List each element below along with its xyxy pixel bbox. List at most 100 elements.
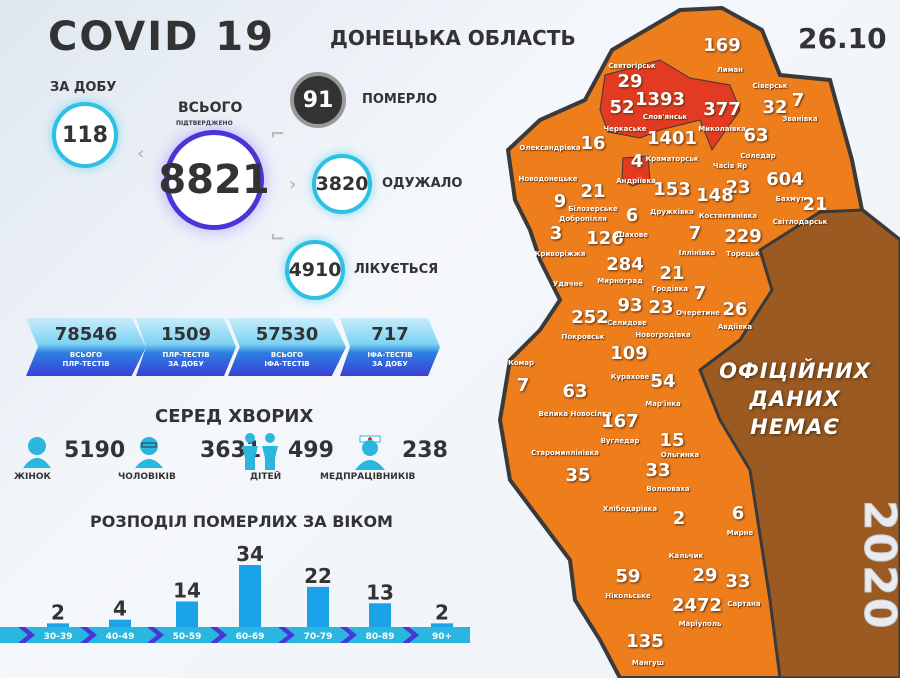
daily-label: ЗА ДОБУ [50, 80, 117, 95]
year-watermark: 2020 [854, 500, 900, 631]
bar-value-label: 13 [366, 580, 394, 604]
district-name: Добропілля [559, 215, 607, 223]
among-sick-title: СЕРЕД ХВОРИХ [155, 406, 314, 427]
region-title: ДОНЕЦЬКА ОБЛАСТЬ [330, 26, 576, 50]
district-value: 109 [610, 343, 648, 364]
chevron-right-icon: › [289, 174, 297, 195]
district-name: Волноваха [646, 485, 690, 493]
children-icon [242, 433, 278, 470]
district-name: Хлібодарівка [602, 505, 658, 513]
group-children: 499 ДІТЕЙ [238, 430, 338, 482]
chevron-left-icon: ‹ [137, 143, 145, 164]
district-value: 377 [703, 99, 741, 120]
district-value: 167 [601, 411, 639, 432]
region-map [497, 5, 900, 678]
age-tick-label: 70-79 [304, 632, 333, 642]
district-name: Дружківка [650, 208, 694, 216]
district-name: Костянтинівка [698, 212, 758, 220]
district-value: 6 [731, 503, 745, 524]
district-name: Миколаївка [698, 125, 746, 133]
district-name: Авдіївка [717, 323, 753, 331]
district-value: 52 [609, 97, 635, 118]
district-value: 63 [562, 381, 588, 402]
district-value: 169 [703, 35, 741, 56]
district-name: Лиман [716, 66, 744, 74]
district-name: Іллінівка [678, 249, 716, 257]
bar-value-label: 34 [236, 542, 264, 566]
district-value: 21 [802, 194, 828, 215]
district-name: Криворіжжя [534, 250, 586, 258]
district-value: 9 [553, 191, 567, 212]
district-name: Староминлінівка [531, 449, 599, 457]
district-value: 153 [653, 179, 691, 200]
total-value: 8821 [158, 130, 270, 230]
district-name: Покровськ [561, 333, 605, 341]
district-value: 7 [516, 375, 530, 396]
bar-70-79 [307, 586, 329, 627]
ribbon-chevron-icon [18, 627, 35, 643]
treated-label: ЛІКУЄТЬСЯ [354, 262, 439, 277]
age-chart-title: РОЗПОДІЛ ПОМЕРЛИХ ЗА ВІКОМ [90, 512, 393, 531]
test-arrow-pcr-total: 78546 ВСЬОГО ПЛР-ТЕСТІВ [26, 318, 146, 376]
district-value: 54 [650, 371, 676, 392]
daily-value: 118 [52, 102, 118, 168]
report-date: 26.10 [798, 22, 887, 55]
total-sublabel: ПІДТВЕРДЖЕНО [176, 120, 233, 127]
page-title: COVID 19 [48, 14, 275, 60]
ribbon-chevron-icon [210, 627, 227, 643]
ribbon-chevron-icon [278, 627, 295, 643]
district-value: 1401 [646, 128, 698, 149]
district-name: Слов'янськ [642, 113, 688, 121]
age-tick-label: 40-49 [106, 632, 135, 642]
district-value: 7 [791, 90, 805, 111]
chevron-up-icon: ⌐ [270, 124, 286, 145]
recovered-label: ОДУЖАЛО [382, 176, 463, 191]
district-name: Очеретине [676, 309, 720, 317]
district-value: 135 [626, 631, 664, 652]
district-name: Сіверськ [752, 82, 788, 90]
died-label: ПОМЕРЛО [362, 92, 438, 107]
district-value: 1393 [634, 89, 686, 110]
district-value: 26 [722, 299, 748, 320]
group-medics: 238 МЕДПРАЦІВНИКІВ [320, 430, 470, 482]
district-name: Мангуш [631, 659, 665, 667]
district-value: 2 [672, 508, 686, 529]
district-value: 148 [696, 185, 734, 206]
bar-value-label: 14 [173, 578, 201, 602]
district-name: Часів Яр [712, 162, 748, 170]
district-name: Мирноград [597, 277, 643, 285]
district-value: 4 [630, 151, 644, 172]
district-value: 63 [743, 125, 769, 146]
district-value: 126 [586, 228, 624, 249]
district-value: 16 [580, 133, 606, 154]
district-value: 21 [580, 181, 606, 202]
district-value: 23 [725, 177, 751, 198]
district-name: Мар'їнка [645, 400, 681, 408]
bar-60-69 [239, 565, 261, 627]
district-value: 33 [645, 460, 671, 481]
district-value: 284 [606, 254, 644, 275]
woman-icon [23, 437, 51, 468]
bar-50-59 [176, 601, 198, 627]
district-value: 33 [725, 571, 751, 592]
district-value: 2472 [671, 595, 723, 616]
district-name: Краматорськ [645, 155, 699, 163]
group-women: 5190 ЖІНОК [14, 430, 125, 482]
district-value: 15 [659, 430, 685, 451]
district-value: 6 [625, 205, 639, 226]
district-name: Черкаське [603, 125, 647, 133]
district-value: 7 [693, 283, 707, 304]
district-name: Комар [508, 359, 534, 367]
test-arrow-ifa-total: 57530 ВСЬОГО ІФА-ТЕСТІВ [228, 318, 346, 376]
district-name: Світлодарськ [772, 218, 828, 226]
district-value: 23 [648, 297, 674, 318]
chevron-down-icon: ⌙ [270, 226, 286, 247]
district-name: Мирне [726, 529, 754, 537]
district-name: Курахове [610, 373, 650, 381]
ribbon-chevron-icon [402, 627, 419, 643]
highlight-andriivka [621, 155, 651, 187]
bar-30-39 [47, 623, 69, 627]
bar-value-label: 4 [113, 597, 127, 621]
district-name: Андріївка [616, 177, 656, 185]
district-name: Вугледар [600, 437, 640, 445]
